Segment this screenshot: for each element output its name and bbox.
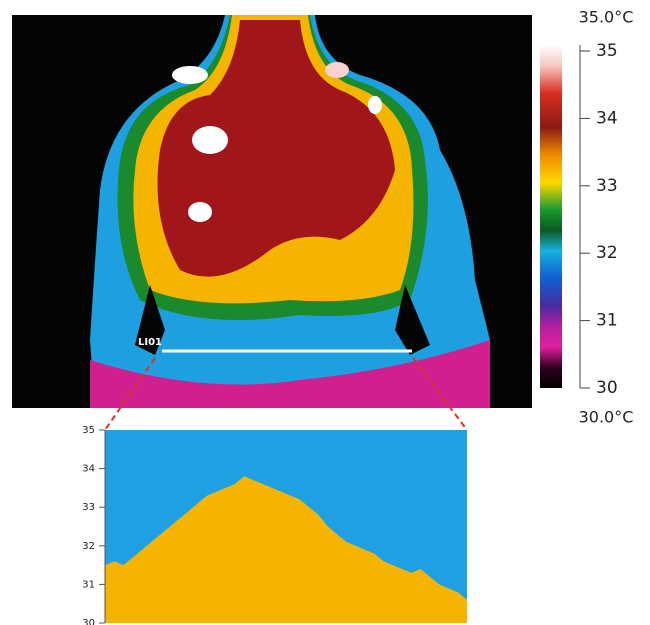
colorbar-tick-label: 35	[596, 41, 618, 61]
thermal-image: LI01	[12, 15, 532, 408]
y-tick-label: 30	[82, 618, 95, 625]
colorbar-tick-label: 33	[596, 176, 618, 196]
profile-area	[105, 476, 467, 623]
colorbar-tick-label: 34	[596, 108, 618, 128]
roi-label: LI01	[138, 337, 162, 348]
colorbar-tick-label: 31	[596, 311, 618, 331]
y-tick-label: 33	[82, 502, 95, 513]
y-tick-label: 31	[82, 579, 95, 590]
y-tick-label: 35	[82, 425, 95, 436]
y-tick-label: 32	[82, 541, 95, 552]
colorbar-tick-label: 30	[596, 378, 618, 398]
colorbar	[540, 45, 562, 388]
y-tick-label: 34	[82, 464, 95, 475]
colorbar-max: 35.0°C	[579, 8, 634, 27]
colorbar-tick-label: 32	[596, 243, 618, 263]
connectors	[104, 357, 468, 431]
colorbar-min: 30.0°C	[579, 408, 634, 427]
